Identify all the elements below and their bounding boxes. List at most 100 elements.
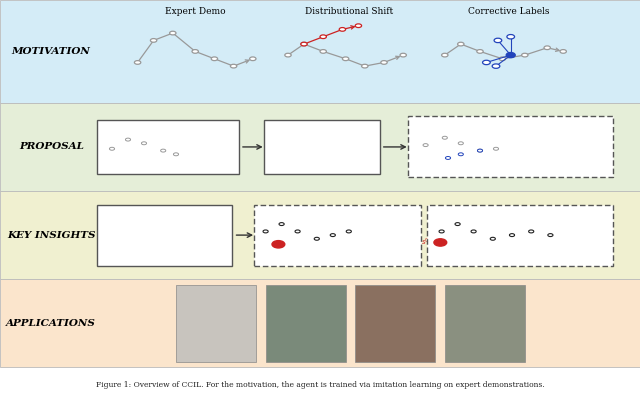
- Text: $s_{t+1}^o$: $s_{t+1}^o$: [483, 143, 499, 155]
- Circle shape: [445, 156, 451, 160]
- Circle shape: [471, 230, 476, 233]
- Circle shape: [301, 42, 307, 46]
- Bar: [176, 285, 256, 362]
- Circle shape: [529, 230, 534, 233]
- Text: Dynamics: Dynamics: [142, 239, 188, 248]
- Bar: [0, 0, 640, 103]
- Circle shape: [544, 46, 550, 50]
- Circle shape: [355, 24, 362, 28]
- Text: $s_t^*$: $s_t^*$: [261, 215, 270, 229]
- Circle shape: [170, 31, 176, 35]
- Text: Local: Local: [152, 218, 177, 227]
- Circle shape: [477, 50, 483, 53]
- Circle shape: [560, 50, 566, 53]
- Text: $s^0$: $s^0$: [444, 164, 452, 175]
- Circle shape: [250, 57, 256, 60]
- FancyBboxPatch shape: [97, 205, 232, 265]
- Text: Distributional Shift: Distributional Shift: [305, 8, 393, 16]
- Circle shape: [439, 230, 444, 233]
- Circle shape: [458, 153, 463, 156]
- Bar: [0, 191, 640, 279]
- Circle shape: [161, 149, 166, 152]
- Text: MOTIVATION: MOTIVATION: [12, 47, 91, 56]
- Circle shape: [330, 233, 335, 237]
- Text: $s_{t+1}^*$: $s_{t+1}^*$: [157, 127, 173, 140]
- Text: Learned: Learned: [301, 136, 342, 145]
- Text: $s^0$: $s^0$: [421, 237, 430, 248]
- Text: $s_t^*$: $s_t^*$: [437, 215, 446, 229]
- Circle shape: [230, 64, 237, 68]
- Text: PROPOSAL: PROPOSAL: [19, 143, 84, 151]
- Circle shape: [141, 142, 147, 145]
- Circle shape: [362, 64, 368, 68]
- Circle shape: [295, 230, 300, 233]
- Text: Corrective Labels: Corrective Labels: [468, 8, 550, 16]
- Circle shape: [314, 237, 319, 240]
- Text: $s_{t+1}^*$: $s_{t+1}^*$: [324, 211, 341, 225]
- Text: $a_t^*$: $a_t^*$: [452, 206, 463, 219]
- Circle shape: [125, 138, 131, 141]
- Text: APPLICATIONS: APPLICATIONS: [6, 319, 96, 328]
- Bar: [445, 285, 525, 362]
- Text: Figure 1: Overview of CCIL. For the motivation, the agent is trained via imitati: Figure 1: Overview of CCIL. For the moti…: [95, 381, 545, 389]
- Circle shape: [490, 237, 495, 240]
- Text: $a_t^*$: $a_t^*$: [276, 206, 287, 219]
- Circle shape: [423, 144, 428, 147]
- Text: Dynamics: Dynamics: [298, 148, 346, 157]
- Text: BackTrack: BackTrack: [500, 209, 540, 217]
- Circle shape: [150, 39, 157, 42]
- Circle shape: [263, 230, 268, 233]
- Circle shape: [492, 64, 500, 68]
- FancyBboxPatch shape: [264, 120, 380, 174]
- Circle shape: [499, 57, 506, 60]
- Bar: [0, 279, 640, 367]
- FancyBboxPatch shape: [254, 205, 421, 265]
- Text: $a_t^* + \Delta$: $a_t^* + \Delta$: [294, 237, 321, 252]
- FancyBboxPatch shape: [97, 120, 239, 174]
- Text: KEY INSIGHTS: KEY INSIGHTS: [7, 231, 95, 240]
- Text: $s_{t+1}^*$: $s_{t+1}^*$: [504, 211, 520, 225]
- Circle shape: [458, 142, 463, 145]
- Circle shape: [477, 149, 483, 152]
- Circle shape: [442, 136, 447, 139]
- Circle shape: [483, 60, 490, 65]
- FancyBboxPatch shape: [427, 205, 613, 265]
- Text: Continuity in: Continuity in: [135, 228, 195, 237]
- Bar: [355, 285, 435, 362]
- Text: $a^0$: $a^0$: [463, 162, 472, 174]
- Circle shape: [285, 53, 291, 57]
- Circle shape: [346, 230, 351, 233]
- Circle shape: [477, 149, 483, 152]
- Circle shape: [522, 53, 528, 57]
- Circle shape: [134, 60, 141, 64]
- Circle shape: [279, 223, 284, 226]
- Text: Expert Demo: Expert Demo: [165, 8, 225, 16]
- Circle shape: [548, 233, 553, 237]
- Circle shape: [494, 38, 502, 43]
- FancyBboxPatch shape: [408, 117, 613, 177]
- Circle shape: [272, 241, 285, 248]
- Circle shape: [455, 223, 460, 226]
- Circle shape: [301, 42, 307, 46]
- Bar: [0, 103, 640, 191]
- Bar: [266, 285, 346, 362]
- Circle shape: [109, 147, 115, 150]
- Circle shape: [381, 60, 387, 64]
- Text: Demonstrations: Demonstrations: [131, 130, 205, 139]
- Circle shape: [400, 53, 406, 57]
- Circle shape: [493, 147, 499, 150]
- Circle shape: [509, 233, 515, 237]
- Text: DisturbedAction: DisturbedAction: [306, 209, 369, 217]
- Text: $a_t^*$: $a_t^*$: [132, 157, 143, 171]
- Circle shape: [339, 28, 346, 31]
- Circle shape: [192, 50, 198, 53]
- Circle shape: [506, 53, 515, 58]
- Circle shape: [458, 42, 464, 46]
- Circle shape: [434, 239, 447, 246]
- Circle shape: [320, 50, 326, 53]
- Text: $s_t^*$: $s_t^*$: [124, 133, 132, 147]
- Circle shape: [173, 153, 179, 156]
- Text: Generate Corrective Labels: Generate Corrective Labels: [452, 127, 569, 135]
- Circle shape: [342, 57, 349, 60]
- Circle shape: [442, 53, 448, 57]
